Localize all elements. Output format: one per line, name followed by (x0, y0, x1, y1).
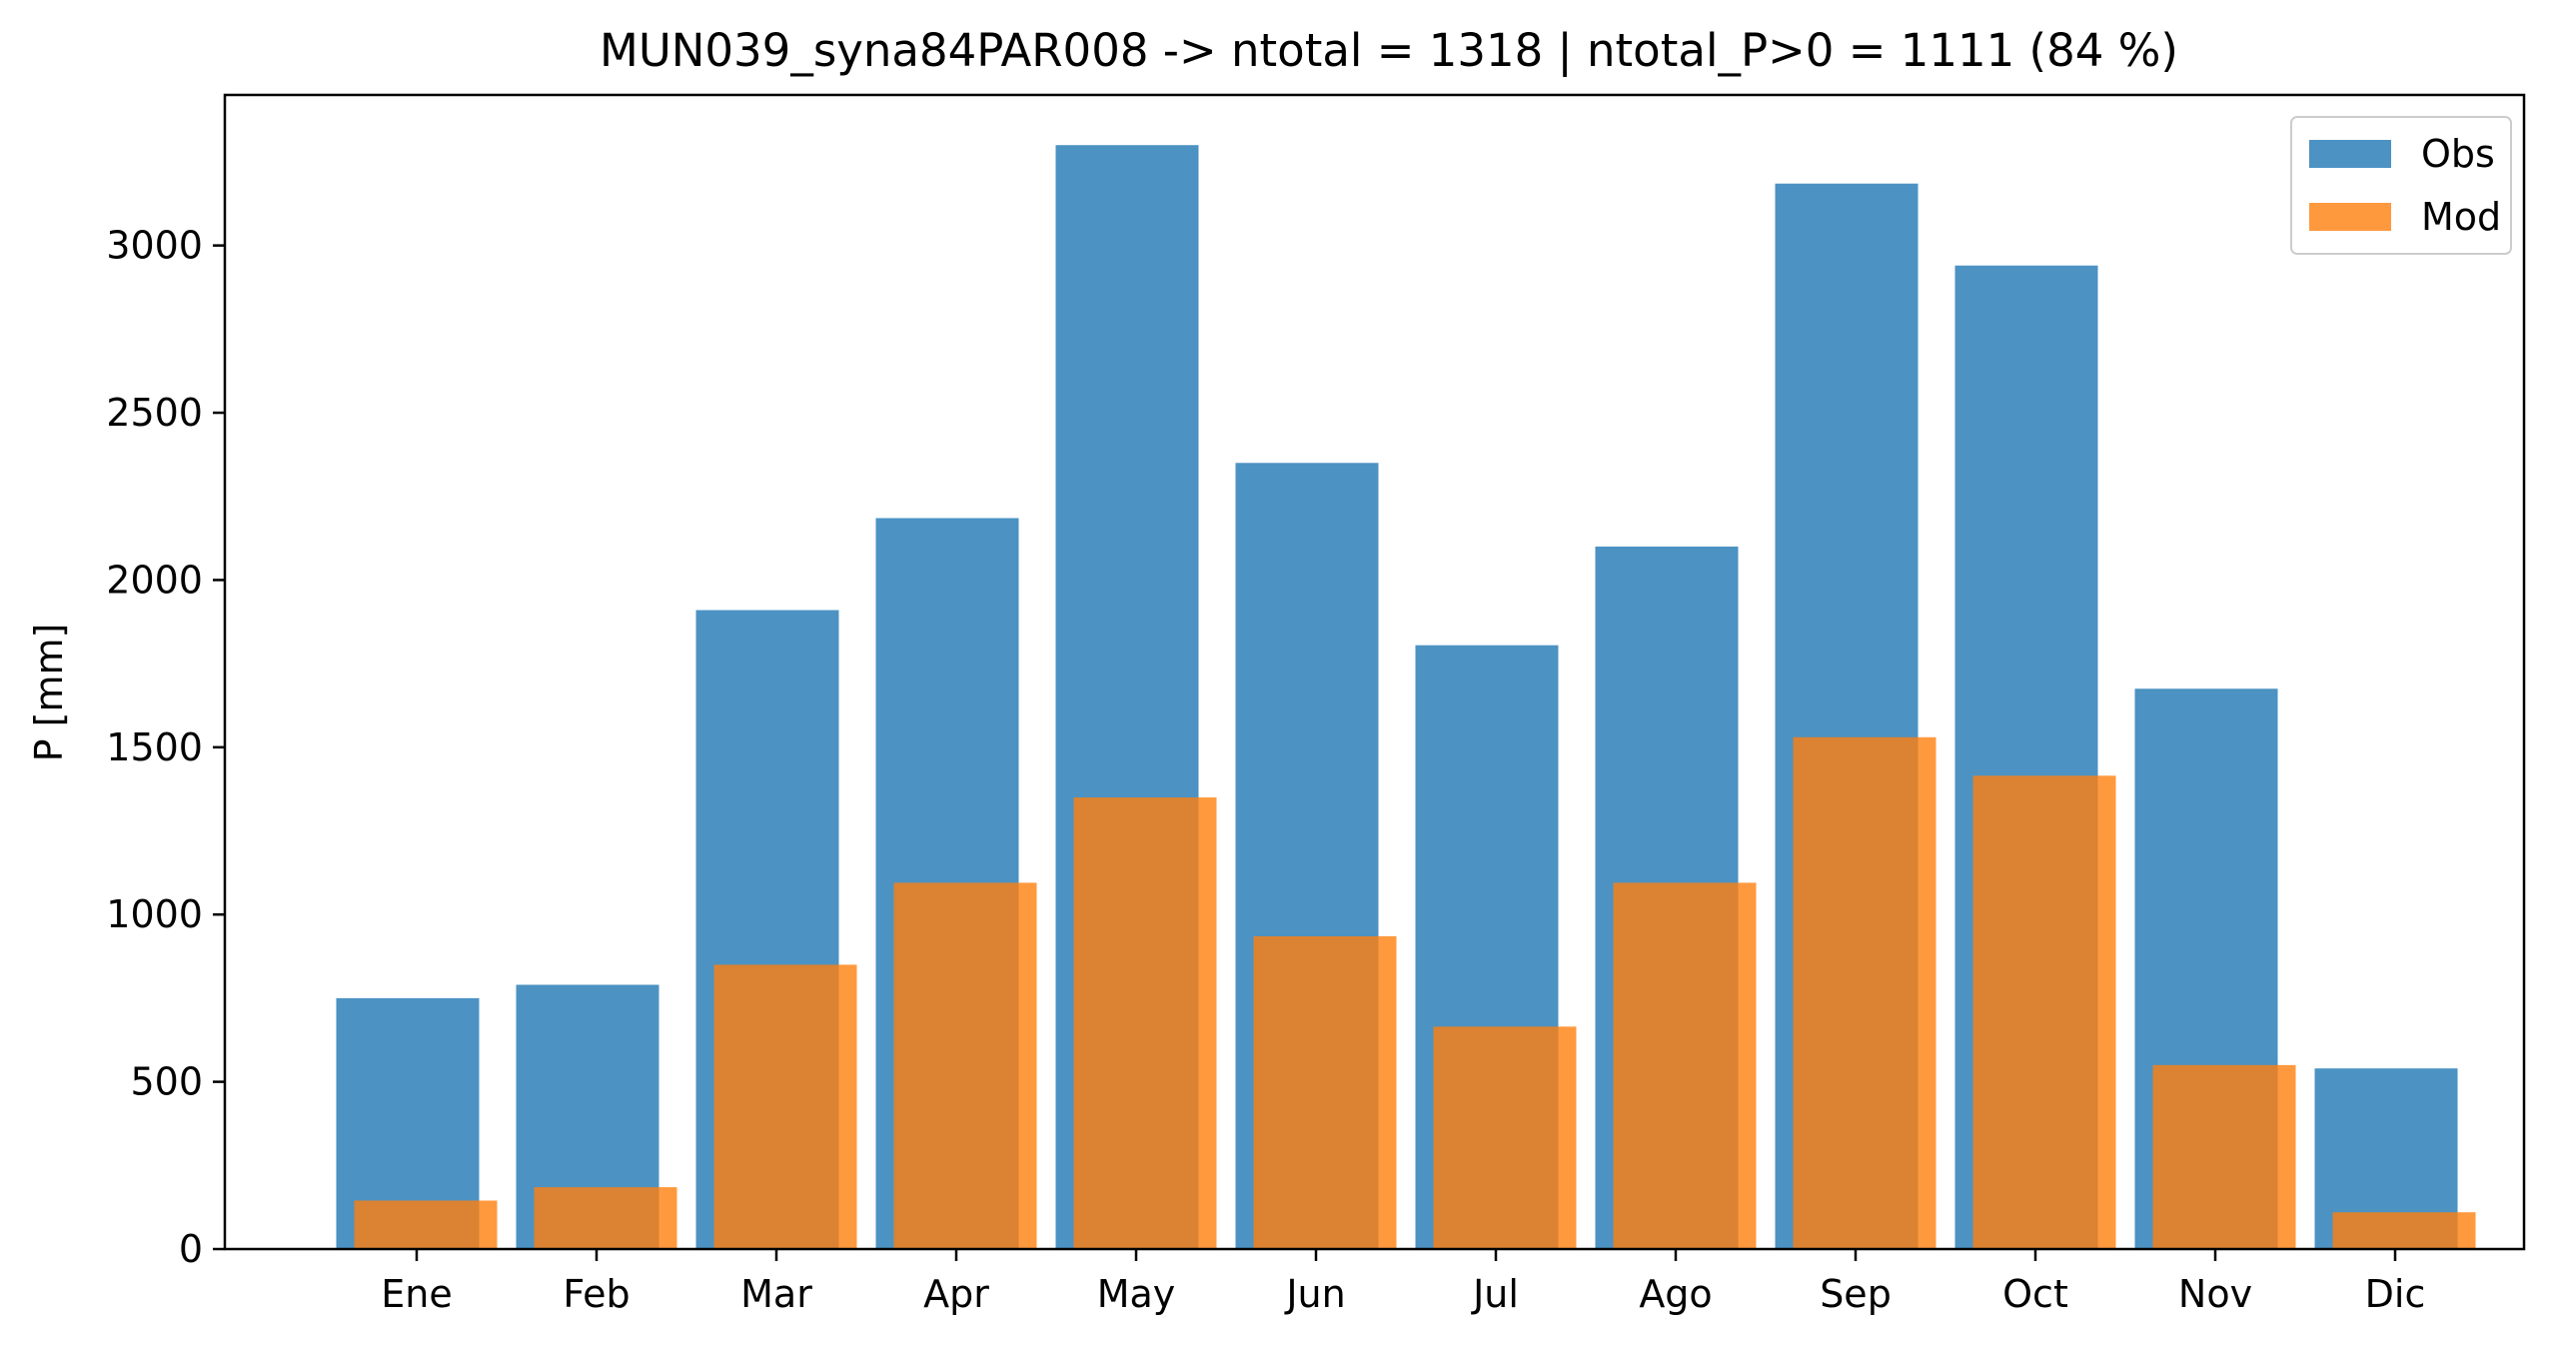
bar-mod-jun (1253, 935, 1397, 1249)
bars-layer (336, 145, 2476, 1249)
legend-label-obs: Obs (2421, 132, 2495, 176)
x-tick-label: Apr (923, 1272, 989, 1316)
bar-mod-dic (2332, 1212, 2476, 1249)
x-tick-label: Oct (2002, 1272, 2068, 1316)
y-tick-label: 2000 (106, 558, 203, 602)
bar-mod-ene (354, 1200, 498, 1249)
x-tick-label: Jul (1471, 1272, 1519, 1316)
y-axis-label: P [mm] (27, 624, 71, 762)
legend-swatch-mod (2309, 203, 2391, 231)
bar-mod-oct (1972, 775, 2116, 1249)
bar-mod-sep (1793, 736, 1936, 1249)
bar-mod-feb (534, 1187, 677, 1249)
bar-mod-may (1073, 797, 1217, 1249)
bar-mod-mar (713, 964, 857, 1249)
y-tick-label: 0 (179, 1227, 203, 1271)
x-tick-label: May (1097, 1272, 1176, 1316)
legend-label-mod: Mod (2421, 195, 2501, 239)
x-tick-label: Dic (2365, 1272, 2426, 1316)
x-tick-label: Jun (1284, 1272, 1345, 1316)
legend: Obs Mod (2290, 116, 2512, 255)
plot-frame (223, 93, 2526, 1251)
chart-title: MUN039_syna84PAR008 -> ntotal = 1318 | n… (600, 24, 2178, 77)
axes-layer: 0 500 1000 1500 2000 2500 3000 Ene Feb Mar Apr May J… (106, 93, 2526, 1316)
x-tick-label: Sep (1820, 1272, 1892, 1316)
legend-swatch-obs (2309, 140, 2391, 168)
y-tick-label: 1000 (106, 892, 203, 936)
x-tick-label: Ene (381, 1272, 452, 1316)
bar-mod-apr (893, 882, 1037, 1249)
y-tick-label: 1500 (106, 725, 203, 769)
bar-mod-jul (1433, 1026, 1577, 1249)
y-tick-label: 500 (130, 1060, 203, 1104)
x-tick-label: Feb (563, 1272, 630, 1316)
bar-mod-ago (1613, 882, 1757, 1249)
x-tick-label: Mar (740, 1272, 812, 1316)
x-tick-label: Nov (2178, 1272, 2252, 1316)
y-tick-label: 3000 (106, 224, 203, 268)
bar-mod-nov (2152, 1064, 2296, 1249)
y-tick-label: 2500 (106, 391, 203, 435)
x-tick-label: Ago (1639, 1272, 1712, 1316)
